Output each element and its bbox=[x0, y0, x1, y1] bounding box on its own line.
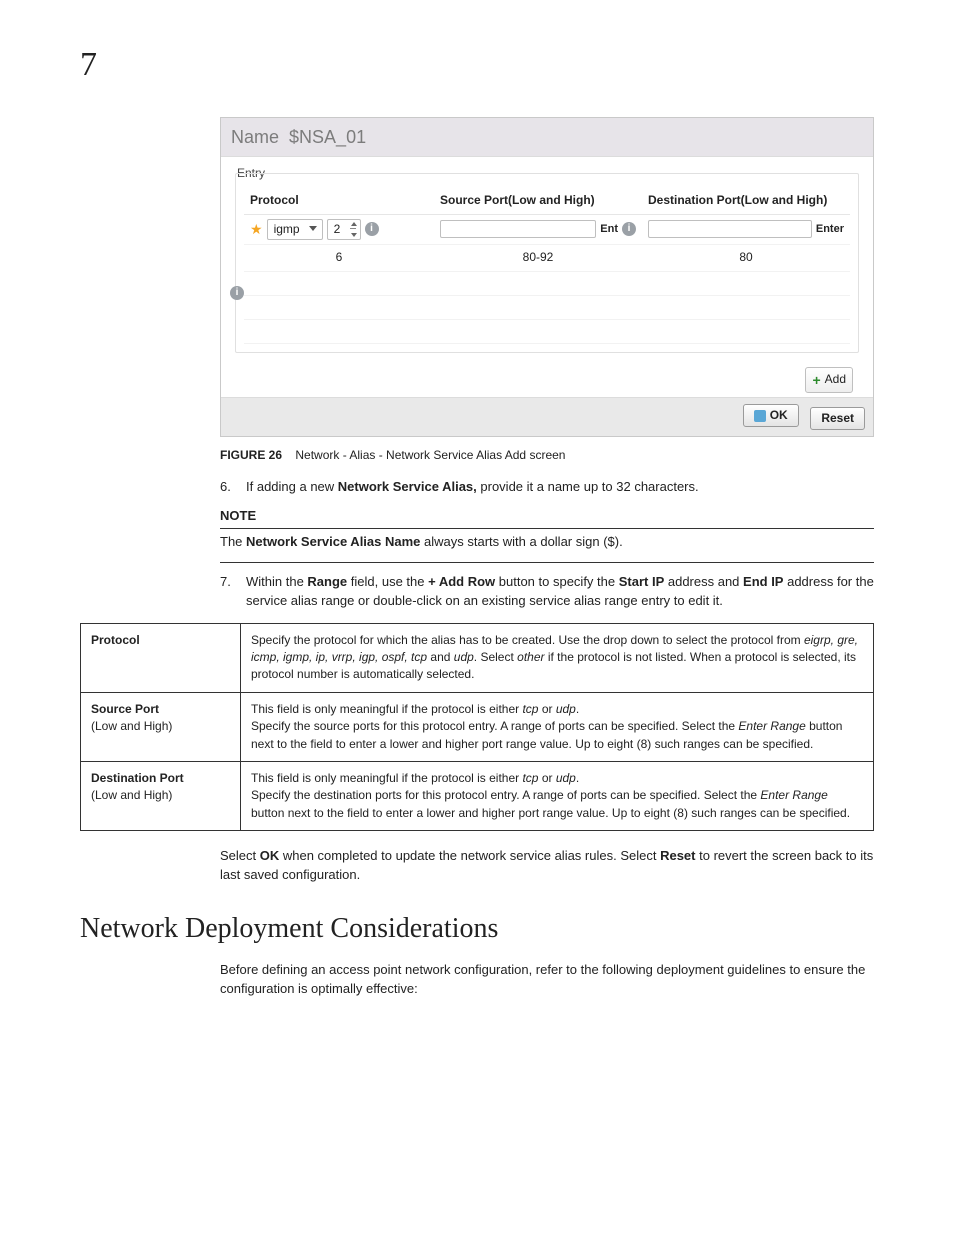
note-heading: NOTE bbox=[220, 507, 874, 526]
param-name: Destination Port(Low and High) bbox=[81, 761, 241, 830]
entry-fieldset: i Protocol Source Port(Low and High) Des… bbox=[235, 173, 859, 352]
plus-icon: + bbox=[812, 370, 820, 390]
empty-cell bbox=[434, 296, 642, 320]
col-protocol: Protocol bbox=[244, 188, 434, 214]
empty-cell bbox=[244, 296, 434, 320]
row2-dest: 80 bbox=[642, 245, 850, 271]
param-desc: This field is only meaningful if the pro… bbox=[241, 761, 874, 830]
row2-protocol: 6 bbox=[244, 245, 434, 271]
param-name: Protocol bbox=[81, 623, 241, 692]
ok-icon bbox=[754, 410, 766, 422]
step-number: 6. bbox=[220, 478, 236, 497]
row1-dest: Enter bbox=[642, 215, 850, 245]
parameter-table: Protocol Specify the protocol for which … bbox=[80, 623, 874, 832]
empty-cell bbox=[244, 320, 434, 344]
ok-label: OK bbox=[770, 407, 788, 424]
table-row: Destination Port(Low and High) This fiel… bbox=[81, 761, 874, 830]
protocol-number: 6 bbox=[336, 249, 343, 266]
protocol-number-spinner[interactable]: 2 bbox=[327, 219, 361, 240]
chapter-number: 7 bbox=[80, 40, 874, 89]
table-row: Protocol Specify the protocol for which … bbox=[81, 623, 874, 692]
ok-button[interactable]: OK bbox=[743, 404, 799, 427]
table-row: Source Port(Low and High) This field is … bbox=[81, 692, 874, 761]
param-desc: This field is only meaningful if the pro… bbox=[241, 692, 874, 761]
enter-range-hint: Ent bbox=[600, 222, 618, 238]
enter-range-hint: Enter bbox=[816, 222, 844, 238]
note-body: The Network Service Alias Name always st… bbox=[220, 533, 874, 552]
empty-cell bbox=[434, 272, 642, 296]
col-dest: Destination Port(Low and High) bbox=[642, 188, 850, 214]
name-value: $NSA_01 bbox=[289, 127, 366, 147]
row1-protocol: ★ igmp 2 i bbox=[244, 215, 434, 245]
empty-cell bbox=[642, 272, 850, 296]
closing-text: Select OK when completed to update the n… bbox=[220, 847, 874, 885]
step-text: Within the Range field, use the + Add Ro… bbox=[246, 573, 874, 611]
protocol-dropdown[interactable]: igmp bbox=[267, 219, 323, 240]
row2-source: 80-92 bbox=[434, 245, 642, 271]
step-6: 6. If adding a new Network Service Alias… bbox=[220, 478, 874, 497]
source-range: 80-92 bbox=[523, 249, 554, 266]
info-icon: i bbox=[230, 286, 244, 300]
dest-port-input[interactable] bbox=[648, 220, 812, 238]
required-star-icon: ★ bbox=[250, 219, 263, 239]
name-bar: Name $NSA_01 bbox=[221, 118, 873, 157]
info-icon: i bbox=[622, 222, 636, 236]
step-text: If adding a new Network Service Alias, p… bbox=[246, 478, 699, 497]
reset-label: Reset bbox=[821, 410, 854, 427]
param-name: Source Port(Low and High) bbox=[81, 692, 241, 761]
dialog-footer: OK Reset bbox=[221, 397, 873, 436]
empty-cell bbox=[642, 296, 850, 320]
name-label: Name bbox=[231, 127, 279, 147]
screenshot-panel: Name $NSA_01 Entry i Protocol Source Por… bbox=[220, 117, 874, 437]
step-number: 7. bbox=[220, 573, 236, 611]
empty-cell bbox=[244, 272, 434, 296]
source-port-input[interactable] bbox=[440, 220, 596, 238]
reset-button[interactable]: Reset bbox=[810, 407, 865, 430]
figure-number: FIGURE 26 bbox=[220, 448, 282, 462]
param-desc: Specify the protocol for which the alias… bbox=[241, 623, 874, 692]
add-row-label: Add bbox=[825, 371, 846, 388]
empty-cell bbox=[434, 320, 642, 344]
empty-cell bbox=[642, 320, 850, 344]
step-7: 7. Within the Range field, use the + Add… bbox=[220, 573, 874, 611]
figure-caption-text: Network - Alias - Network Service Alias … bbox=[295, 448, 565, 462]
section-intro: Before defining an access point network … bbox=[220, 961, 874, 999]
info-icon: i bbox=[365, 222, 379, 236]
col-source: Source Port(Low and High) bbox=[434, 188, 642, 214]
section-heading: Network Deployment Considerations bbox=[80, 909, 874, 950]
figure-caption: FIGURE 26 Network - Alias - Network Serv… bbox=[220, 447, 874, 464]
add-row-button[interactable]: + Add bbox=[805, 367, 853, 393]
row1-source: Ent i bbox=[434, 215, 642, 245]
dest-range: 80 bbox=[739, 249, 752, 266]
